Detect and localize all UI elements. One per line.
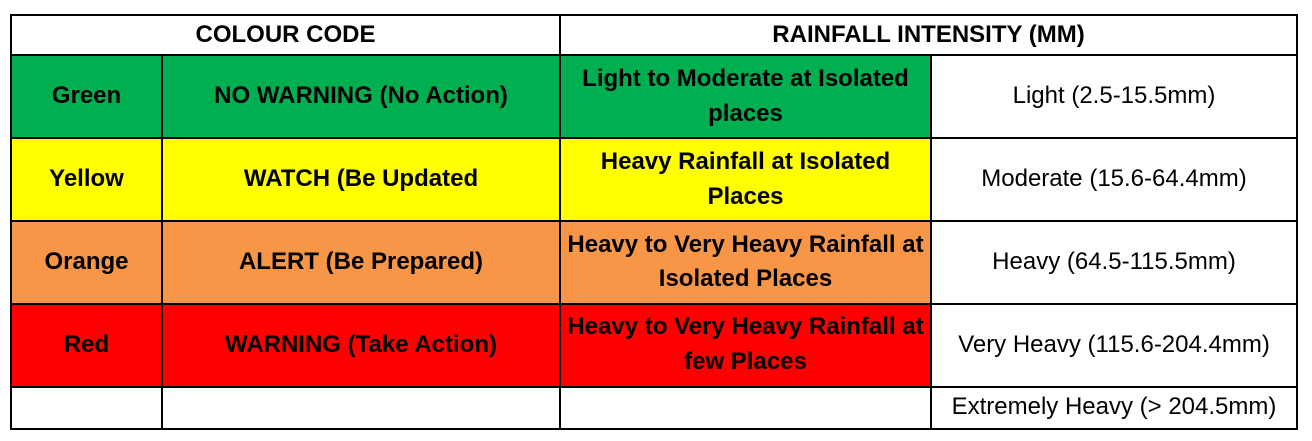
rainfall-cell: Heavy to Very Heavy Rainfall at Isolated… <box>559 219 932 305</box>
table-row-green: Green NO WARNING (No Action) Light to Mo… <box>10 54 1298 140</box>
status-cell: WARNING (Take Action) <box>161 302 561 388</box>
colour-code-table: COLOUR CODE RAINFALL INTENSITY (MM) Gree… <box>10 13 1298 431</box>
colour-cell: Red <box>10 302 163 388</box>
header-row: COLOUR CODE RAINFALL INTENSITY (MM) <box>10 13 1298 57</box>
status-cell: NO WARNING (No Action) <box>161 54 561 140</box>
colour-cell: Orange <box>10 219 163 305</box>
rainfall-cell: Heavy Rainfall at Isolated Places <box>559 137 932 222</box>
status-cell: WATCH (Be Updated <box>161 137 561 222</box>
empty-cell <box>161 385 561 431</box>
intensity-cell: Extremely Heavy (> 204.5mm) <box>930 385 1298 431</box>
intensity-cell: Very Heavy (115.6-204.4mm) <box>930 302 1298 388</box>
status-cell: ALERT (Be Prepared) <box>161 219 561 305</box>
empty-cell <box>559 385 932 431</box>
table-row-red: Red WARNING (Take Action) Heavy to Very … <box>10 302 1298 388</box>
header-rainfall-intensity: RAINFALL INTENSITY (MM) <box>559 13 1298 57</box>
colour-cell: Yellow <box>10 137 163 222</box>
table-row-extreme: Extremely Heavy (> 204.5mm) <box>10 385 1298 431</box>
rainfall-cell: Heavy to Very Heavy Rainfall at few Plac… <box>559 302 932 388</box>
header-colour-code: COLOUR CODE <box>10 13 561 57</box>
rainfall-cell: Light to Moderate at Isolated places <box>559 54 932 140</box>
table-row-yellow: Yellow WATCH (Be Updated Heavy Rainfall … <box>10 137 1298 222</box>
colour-cell: Green <box>10 54 163 140</box>
intensity-cell: Light (2.5-15.5mm) <box>930 54 1298 140</box>
table-row-orange: Orange ALERT (Be Prepared) Heavy to Very… <box>10 219 1298 305</box>
empty-cell <box>10 385 163 431</box>
intensity-cell: Heavy (64.5-115.5mm) <box>930 219 1298 305</box>
intensity-cell: Moderate (15.6-64.4mm) <box>930 137 1298 222</box>
